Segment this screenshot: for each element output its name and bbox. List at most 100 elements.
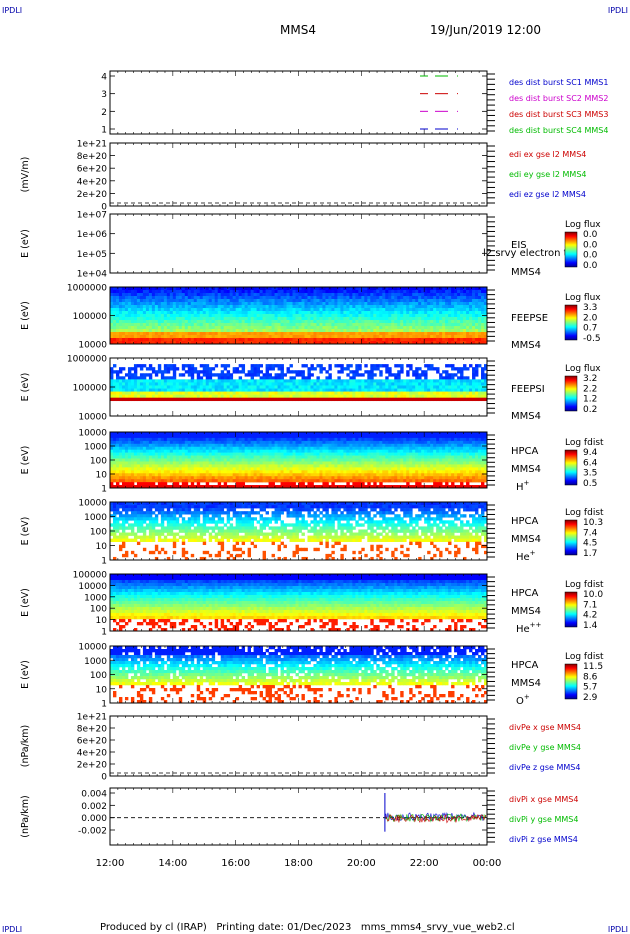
species-label-hpca_h: H+ bbox=[516, 479, 530, 493]
yaxis-label-hpca_h: E (eV) bbox=[20, 446, 31, 475]
ytick-label-eis: 1e+07 bbox=[77, 211, 107, 221]
ytick-label-hpca_he2: 100000 bbox=[73, 571, 108, 581]
ytick-label-hpca_o: 1 bbox=[101, 700, 107, 710]
colorbar-tick-hpca_he2: 4.2 bbox=[583, 611, 597, 621]
colorbar-tick-feepsi: 2.2 bbox=[583, 384, 597, 394]
ytick-label-feepsi: 100000 bbox=[73, 384, 108, 394]
ytick-label-hpca_he: 10 bbox=[96, 542, 108, 552]
ytick-label-hpca_he: 100 bbox=[90, 528, 107, 538]
colorbar-hpca_he bbox=[564, 519, 578, 556]
ytick-label-hpca_o: 1000 bbox=[84, 657, 107, 667]
instrument-label-hpca_h: HPCA bbox=[511, 446, 539, 457]
ytick-label-edi: 2e+20 bbox=[77, 190, 108, 200]
colorbar-tick-eis: 0.0 bbox=[583, 230, 598, 240]
spacecraft-label-feepsi: MMS4 bbox=[511, 411, 541, 422]
instrument-label-feepse: FEEPSE bbox=[511, 313, 548, 324]
panel-hpca_h: 10000 1000 100 10 1 E (eV) HPCA MMS4 H+ Log fdist… bbox=[20, 429, 604, 495]
ytick-label-divpi: 0.000 bbox=[81, 814, 107, 824]
ytick-label-hpca_h: 10 bbox=[96, 471, 108, 481]
colorbar-tick-hpca_o: 2.9 bbox=[583, 693, 598, 703]
spectrogram-hpca_h bbox=[110, 432, 488, 489]
ytick-label-edi: 4e+20 bbox=[77, 177, 108, 187]
colorbar-tick-hpca_o: 11.5 bbox=[583, 662, 603, 672]
right-axis-comb-divpe bbox=[487, 718, 495, 774]
colorbar-title-hpca_he2: Log fdist bbox=[565, 580, 604, 590]
figure-title: MMS4 bbox=[280, 23, 316, 37]
ytick-label-divpe: 0 bbox=[101, 773, 107, 783]
species-charge-hpca_o: + bbox=[524, 693, 530, 701]
ytick-label-divpe: 8e+20 bbox=[77, 725, 108, 735]
ytick-label-burst: 3 bbox=[101, 90, 107, 100]
ytick-label-burst: 4 bbox=[101, 73, 107, 83]
spacecraft-label-hpca_h: MMS4 bbox=[511, 464, 541, 475]
ytick-label-feepse: 10000 bbox=[78, 341, 107, 351]
ytick-label-divpi: 0.002 bbox=[81, 802, 107, 812]
time-axis: 12:00 14:00 16:00 18:00 20:00 22:00 00:00 bbox=[96, 858, 502, 869]
legend-entry-divpe: divPe z gse MMS4 bbox=[509, 763, 580, 772]
ytick-label-hpca_h: 1000 bbox=[84, 443, 107, 453]
divpi-trace-2 bbox=[384, 814, 487, 824]
colorbar-tick-feepse: 0.7 bbox=[583, 324, 597, 334]
yaxis-label-eis: E (eV) bbox=[20, 229, 31, 258]
colorbar-tick-hpca_he2: 10.0 bbox=[583, 590, 603, 600]
legend-entry-divpi: divPi x gse MMS4 bbox=[509, 795, 578, 804]
colorbar-hpca_o bbox=[564, 663, 578, 700]
legend-entry-edi: edi ex gse l2 MMS4 bbox=[509, 150, 586, 159]
ytick-label-hpca_h: 1 bbox=[101, 485, 107, 495]
colorbar-tick-eis: 0.0 bbox=[583, 240, 598, 250]
legend-entry-divpi: divPi z gse MMS4 bbox=[509, 835, 578, 844]
ytick-label-eis: 1e+06 bbox=[77, 230, 108, 240]
ytick-label-eis: 1e+04 bbox=[77, 270, 108, 280]
colorbar-feepsi bbox=[564, 375, 578, 412]
ytick-label-hpca_he2: 100 bbox=[90, 605, 107, 615]
instrument-label-hpca_o: HPCA bbox=[511, 660, 539, 671]
right-axis-comb-eis bbox=[487, 216, 495, 271]
colorbar-hpca_he2 bbox=[564, 591, 578, 628]
ytick-label-eis: 1e+05 bbox=[77, 250, 107, 260]
panel-frame-divpe bbox=[109, 715, 488, 777]
right-axis-comb-hpca_he2 bbox=[487, 576, 495, 629]
instrument-label-feepsi: FEEPSI bbox=[511, 384, 545, 395]
time-tick-label: 20:00 bbox=[347, 858, 376, 869]
right-axis-comb-hpca_o bbox=[487, 648, 495, 701]
footer-credit: Produced by cl (IRAP) Printing date: 01/… bbox=[100, 922, 515, 933]
colorbar-tick-hpca_h: 9.4 bbox=[583, 448, 598, 458]
species-charge-hpca_he: + bbox=[530, 549, 536, 557]
panel-burst: 4 3 2 1 des dist burst SC1 MMS1 des dist burs… bbox=[101, 70, 608, 136]
spectrogram-feepsi bbox=[110, 364, 488, 402]
colorbar-feepse bbox=[564, 304, 578, 341]
divpi-trace-0 bbox=[384, 811, 486, 822]
colorbar-tick-hpca_he2: 1.4 bbox=[583, 621, 598, 631]
colorbar-tick-feepsi: 3.2 bbox=[583, 374, 597, 384]
panel-divpe: 1e+21 8e+20 6e+20 4e+20 2e+20 0 (nPa/km) divPe … bbox=[20, 713, 581, 783]
colorbar-title-feepsi: Log flux bbox=[565, 364, 601, 374]
spectrogram-hpca_he2 bbox=[110, 574, 488, 632]
yaxis-label-divpe: (nPa/km) bbox=[20, 725, 31, 768]
panel-frame-edi bbox=[109, 142, 488, 207]
legend-entry-divpe: divPe y gse MMS4 bbox=[509, 743, 581, 752]
right-axis-comb-feepsi bbox=[487, 360, 495, 414]
colorbar-tick-hpca_o: 5.7 bbox=[583, 683, 597, 693]
ytick-label-hpca_h: 100 bbox=[90, 457, 107, 467]
legend-entry-divpi: divPi y gse MMS4 bbox=[509, 815, 578, 824]
colorbar-tick-hpca_he: 7.4 bbox=[583, 528, 598, 538]
colorbar-tick-hpca_h: 0.5 bbox=[583, 479, 597, 489]
time-tick-label: 00:00 bbox=[473, 858, 502, 869]
instrument-label-hpca_he2: HPCA bbox=[511, 588, 539, 599]
yaxis-label-feepsi: E (eV) bbox=[20, 373, 31, 402]
legend-entry-burst: des dist burst SC3 MMS3 bbox=[509, 110, 608, 119]
instrument-label-eis: EIS bbox=[511, 240, 527, 251]
spacecraft-label-hpca_o: MMS4 bbox=[511, 678, 541, 689]
ytick-label-hpca_o: 100 bbox=[90, 671, 107, 681]
right-axis-comb-burst bbox=[487, 73, 495, 132]
ytick-label-hpca_h: 10000 bbox=[78, 429, 107, 439]
ytick-label-burst: 1 bbox=[101, 126, 107, 136]
colorbar-title-eis: Log flux bbox=[565, 220, 601, 230]
colorbar-tick-feepsi: 0.2 bbox=[583, 405, 597, 415]
colorbar-title-hpca_h: Log fdist bbox=[565, 438, 604, 448]
ytick-label-feepse: 1000000 bbox=[67, 284, 107, 294]
legend-entry-edi: edi ez gse l2 MMS4 bbox=[509, 190, 586, 199]
ytick-label-hpca_o: 10 bbox=[96, 685, 108, 695]
ytick-label-edi: 8e+20 bbox=[77, 152, 108, 162]
